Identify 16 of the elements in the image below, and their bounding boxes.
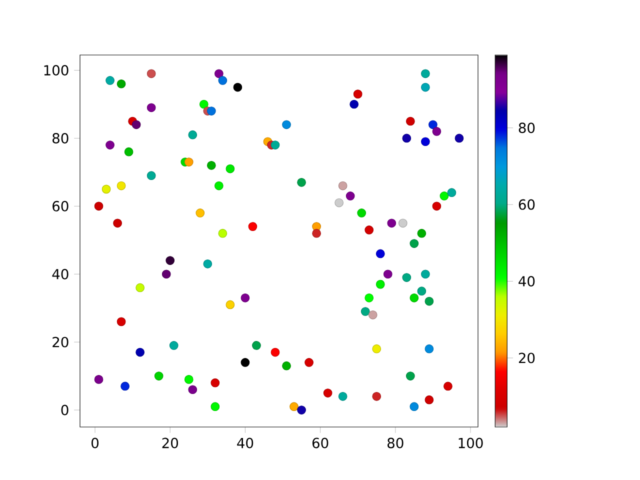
y-tick-label: 0 [61, 404, 68, 416]
x-tick-label: 100 [458, 438, 483, 448]
x-tick-label: 80 [388, 438, 404, 448]
x-tick-label: 20 [162, 438, 178, 448]
y-tick-label: 80 [52, 132, 68, 144]
x-tick-label: 40 [237, 438, 254, 448]
x-tick-label: 60 [312, 438, 328, 448]
color-bar-label: 80 [518, 122, 535, 134]
y-tick-label: 100 [44, 65, 68, 76]
color-bar-label: 60 [518, 199, 535, 210]
color-bar-label: 40 [518, 276, 535, 286]
y-tick-label: 20 [52, 336, 68, 348]
y-tick-label: 40 [52, 268, 68, 280]
x-tick-label: 0 [92, 438, 99, 448]
y-tick-label: 60 [52, 200, 68, 212]
color-bar-label: 20 [518, 352, 535, 364]
